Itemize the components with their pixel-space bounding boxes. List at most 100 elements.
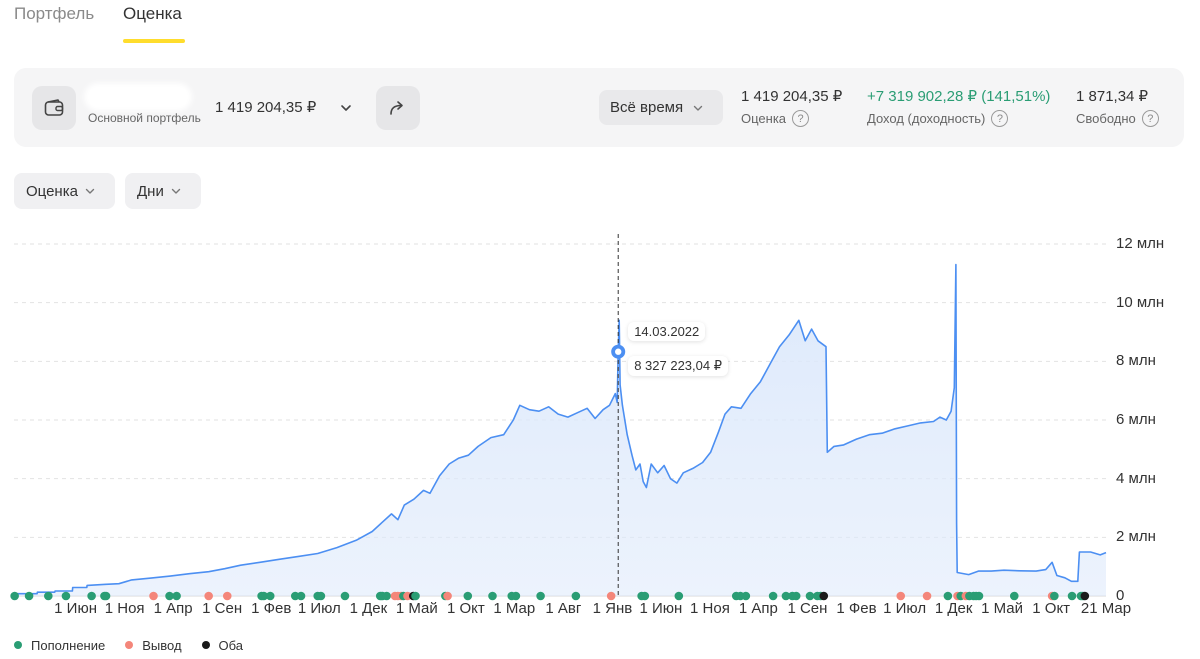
deposit-marker: [1009, 591, 1019, 601]
share-button[interactable]: [376, 86, 420, 130]
legend-item-deposit: Пополнение: [14, 638, 105, 653]
x-tick-label: 1 Фев: [251, 600, 292, 617]
tab-bar: Портфель Оценка: [0, 0, 1200, 46]
x-tick-label: 1 Дек: [934, 600, 973, 617]
deposit-marker: [10, 591, 19, 601]
help-icon[interactable]: ?: [991, 110, 1009, 127]
withdrawal-marker: [149, 591, 158, 601]
withdrawal-marker: [922, 591, 932, 601]
deposit-marker: [340, 591, 350, 601]
legend-dot: [14, 641, 22, 649]
portfolio-subtitle: Основной портфель: [88, 111, 201, 125]
x-tick-label: 1 Дек: [349, 600, 388, 617]
chevron-down-icon: [170, 185, 182, 197]
stat-free-value: 1 871,34 ₽: [1076, 88, 1149, 105]
deposit-marker: [172, 591, 181, 601]
cursor-marker-inner: [615, 348, 622, 355]
x-tick-label: 1 Апр: [738, 600, 778, 617]
wallet-icon: [44, 99, 64, 116]
period-select[interactable]: Всё время: [599, 90, 723, 125]
y-tick-label: 2 млн: [1116, 528, 1156, 546]
both-marker: [1080, 591, 1090, 601]
x-tick-label: 1 Сен: [787, 600, 828, 617]
deposit-marker: [805, 591, 815, 601]
share-arrow-icon: [390, 101, 403, 115]
series-line: [14, 263, 1107, 595]
metric-filter-value: Оценка: [26, 182, 78, 200]
legend-label: Пополнение: [31, 637, 106, 653]
x-tick-label: 1 Июл: [883, 600, 927, 617]
chevron-down-icon: [341, 105, 351, 111]
deposit-marker: [382, 591, 391, 601]
x-tick-label: 21 Мар: [1080, 600, 1132, 617]
stat-income-label: Доход (доходность): [867, 111, 986, 126]
x-tick-label: 1 Май: [981, 600, 1024, 617]
deposit-marker: [781, 591, 791, 601]
wallet-button[interactable]: [32, 86, 76, 130]
stat-income-value: +7 319 902,28 ₽ (141,51%): [867, 88, 1051, 105]
deposit-marker: [791, 591, 801, 601]
portfolio-name-masked: [88, 87, 188, 107]
tab-portfolio[interactable]: Портфель: [14, 4, 95, 23]
deposit-marker: [1050, 591, 1059, 601]
deposit-marker: [61, 591, 71, 601]
deposit-marker: [316, 591, 326, 601]
deposit-marker: [674, 591, 684, 601]
portfolio-value: 1 419 204,35 ₽: [215, 99, 317, 116]
y-tick-label: 8 млн: [1116, 352, 1156, 370]
series-area: [14, 264, 1106, 596]
interval-filter[interactable]: Дни: [125, 173, 201, 209]
period-select-value: Всё время: [610, 99, 684, 116]
legend-dot: [201, 641, 210, 649]
deposit-marker: [101, 591, 111, 601]
legend-item-withdrawal: Вывод: [125, 638, 182, 653]
x-tick-label: 1 Ноя: [690, 600, 730, 617]
tab-valuation[interactable]: Оценка: [123, 4, 182, 23]
withdrawal-marker: [443, 591, 452, 601]
chart-legend: Пополнение Вывод Оба: [14, 636, 263, 654]
x-tick-label: 1 Ноя: [104, 600, 145, 617]
legend-dot: [125, 641, 134, 649]
deposit-marker: [511, 591, 521, 601]
deposit-marker: [165, 591, 174, 601]
x-tick-label: 1 Мар: [493, 600, 536, 617]
chevron-down-icon: [84, 185, 96, 197]
stat-estimate-value: 1 419 204,35 ₽: [741, 88, 843, 105]
portfolio-select-toggle[interactable]: [336, 98, 356, 118]
deposit-marker: [536, 591, 545, 601]
chart-canvas: [10, 234, 1107, 601]
x-tick-label: 1 Май: [395, 600, 438, 617]
y-tick-label: 12 млн: [1116, 235, 1165, 252]
help-icon[interactable]: ?: [1141, 110, 1159, 127]
x-tick-label: 1 Окт: [446, 600, 485, 617]
stat-estimate-label: Оценка: [741, 111, 787, 126]
deposit-marker: [571, 591, 581, 601]
deposit-marker: [640, 591, 650, 601]
x-tick-label: 1 Апр: [153, 600, 193, 617]
help-icon[interactable]: ?: [792, 110, 810, 127]
deposit-marker: [265, 591, 275, 601]
deposit-marker: [87, 591, 96, 601]
deposit-marker: [44, 591, 53, 601]
tooltip-date: 14.03.2022: [628, 321, 706, 341]
withdrawal-marker: [606, 591, 616, 601]
x-tick-label: 1 Июл: [297, 600, 341, 617]
deposit-marker: [768, 591, 778, 601]
deposit-marker: [24, 591, 34, 601]
x-tick-label: 1 Окт: [1032, 600, 1071, 617]
portfolio-value-chart[interactable]: 14.03.2022 8 327 223,04 ₽ 0 2 млн 4 млн 6 м…: [0, 228, 1200, 628]
x-tick-label: 1 Июн: [54, 600, 97, 617]
tooltip-value: 8 327 223,04 ₽: [628, 355, 728, 376]
deposit-marker: [259, 591, 269, 601]
deposit-marker: [296, 591, 306, 601]
metric-filter[interactable]: Оценка: [14, 173, 115, 209]
active-tab-indicator: [123, 39, 185, 43]
stat-free-label: Свободно: [1076, 111, 1136, 126]
y-tick-label: 0: [1116, 587, 1125, 604]
x-tick-label: 1 Сен: [202, 600, 243, 617]
legend-label: Оба: [218, 637, 244, 653]
x-tick-label: 1 Авг: [545, 600, 582, 617]
withdrawal-marker: [896, 591, 906, 601]
x-tick-label: 1 Янв: [592, 600, 633, 617]
deposit-marker: [488, 591, 497, 601]
